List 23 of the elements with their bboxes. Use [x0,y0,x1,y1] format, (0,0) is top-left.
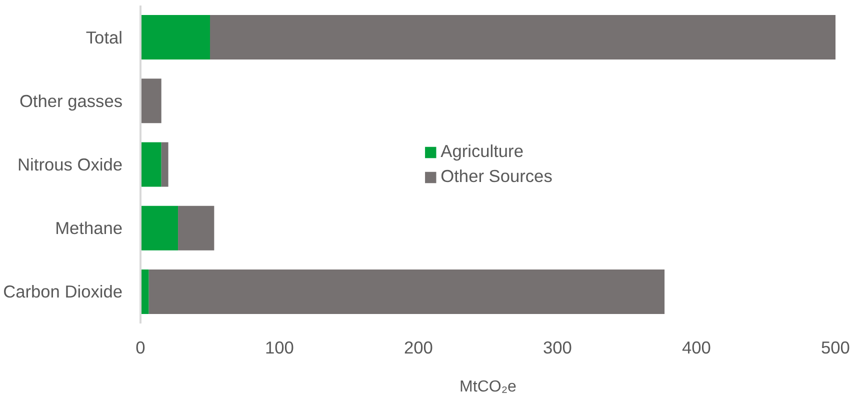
legend-label: Other Sources [440,166,552,187]
y-tick-label: Total [86,27,123,48]
x-tick-label: 200 [404,338,433,358]
x-tick-label: 300 [543,338,572,358]
x-tick-label: 0 [136,338,146,358]
bar [140,78,162,124]
y-tick-label: Carbon Dioxide [3,282,122,302]
x-tick-label: 500 [821,338,850,358]
legend-label: Agriculture [440,141,524,162]
bar [140,15,210,60]
bar [210,15,836,60]
x-tick-label: 400 [682,338,711,358]
y-tick-label: Other gasses [19,90,123,111]
bar [140,269,149,314]
y-tick-label: Nitrous Oxide [18,154,122,174]
bar [178,206,214,250]
bar [148,269,665,314]
x-axis-title: MtCO₂e [460,378,517,396]
x-tick-label: 100 [265,338,294,358]
bar [161,142,168,187]
y-tick-label: Methane [55,218,123,238]
bar [140,142,162,187]
bar [140,206,178,250]
